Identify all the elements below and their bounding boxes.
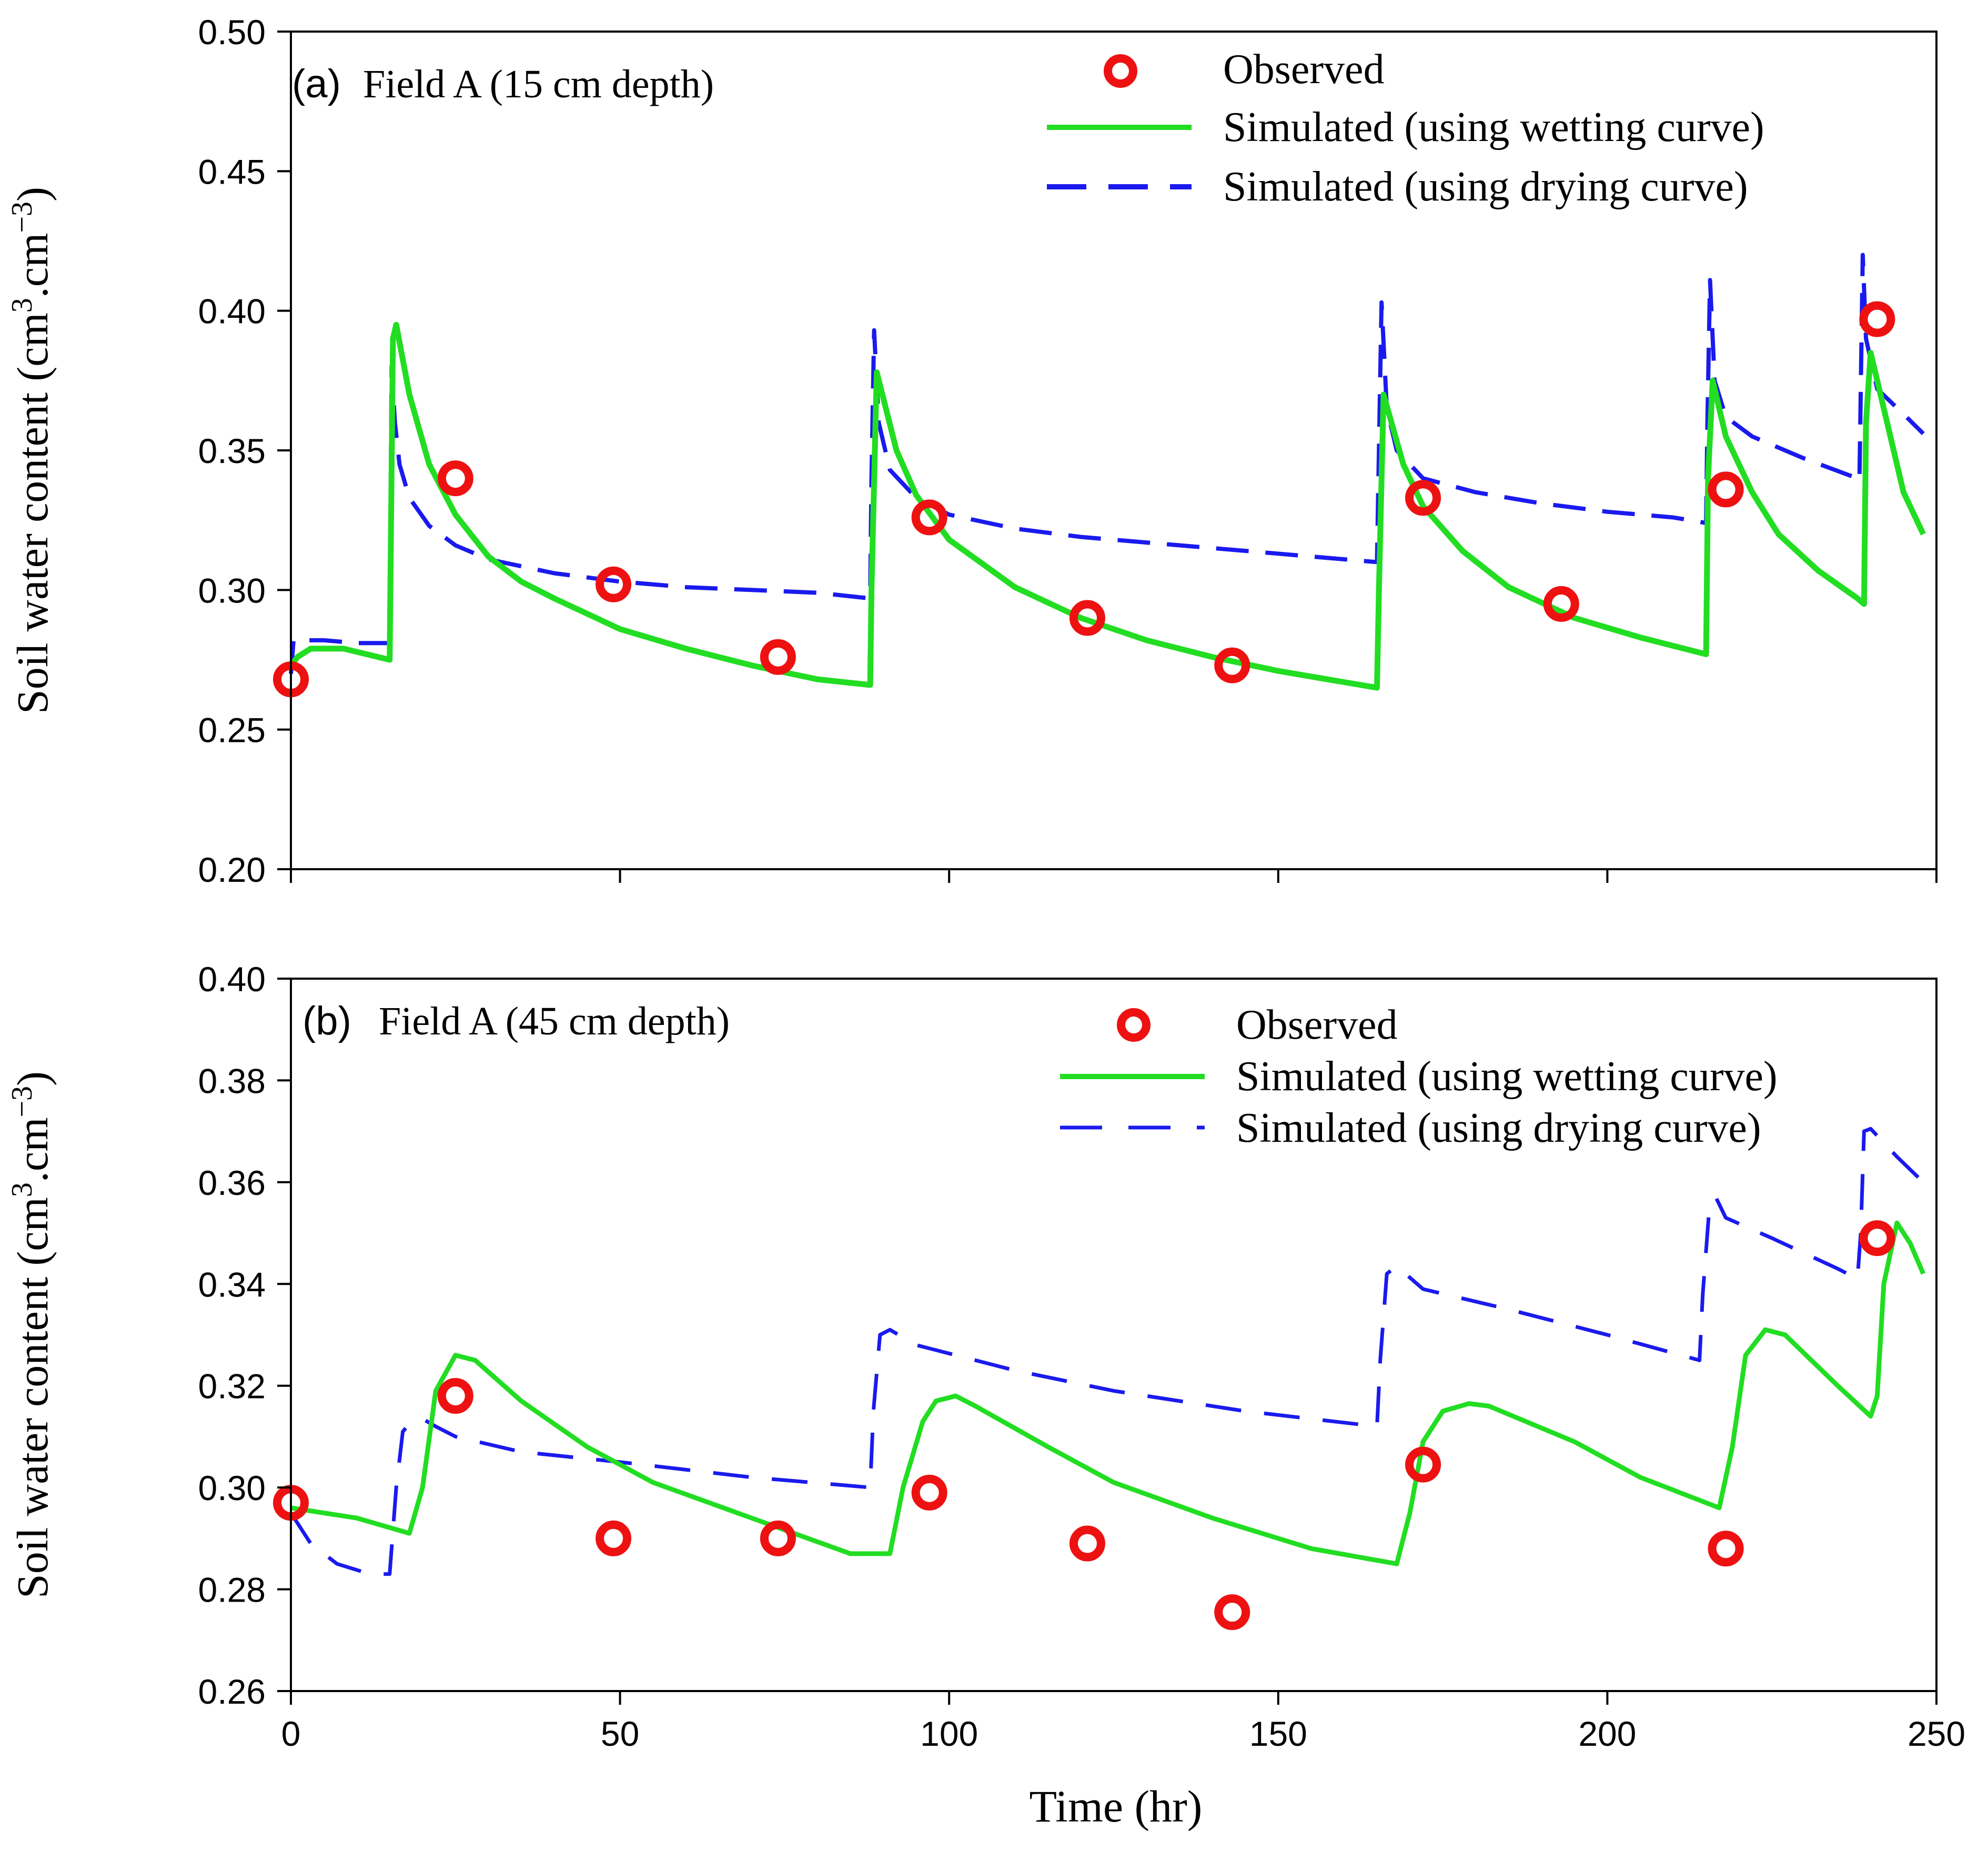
- panel-a-title: Field A (15 cm depth): [363, 62, 714, 106]
- panel-b-ylabel-part-2: .cm: [8, 1118, 57, 1183]
- panel-b: 0 50 100 150 200 250 0.26 0.28 0.30 0.32 0.34 0.36 0…: [6, 960, 1965, 1753]
- panel-1-x-tick-label-3: 150: [1249, 1714, 1307, 1753]
- panel-b-ticks: 0 50 100 150 200 250 0.26 0.28 0.30 0.32 0.34 0.36 0…: [198, 960, 1966, 1753]
- panel-0-y-tick-label-1: 0.25: [198, 711, 266, 750]
- panel-a-legend-drying-label: Simulated (using drying curve): [1223, 164, 1748, 210]
- panel-0-y-tick-label-4: 0.40: [198, 292, 266, 331]
- panel-a-y-axis-label: Soil water content (cm3.cm−3): [6, 187, 57, 714]
- panel-b-title: Field A (45 cm depth): [379, 999, 730, 1043]
- panel-1-observed-point: [1708, 1531, 1744, 1567]
- panel-0-observed-point: [437, 460, 473, 497]
- panel-1-y-tick-label-1: 0.28: [198, 1571, 266, 1609]
- panel-b-y-axis-label-group: Soil water content (cm3.cm−3): [6, 1071, 57, 1598]
- panel-1-y-tick-label-2: 0.30: [198, 1468, 266, 1507]
- panel-1-y-tick-label-5: 0.36: [198, 1163, 266, 1202]
- panel-a-series-layer: [273, 253, 1926, 698]
- panel-b-y-axis-label: Soil water content (cm3.cm−3): [6, 1071, 57, 1598]
- panel-1-y-tick-label-6: 0.38: [198, 1061, 266, 1100]
- panel-1-observed-point: [1069, 1525, 1105, 1562]
- panel-a-ylabel-sup-2: −3: [6, 202, 38, 233]
- panel-0-observed-point: [1708, 471, 1744, 508]
- panel-0-observed-point: [596, 566, 632, 602]
- panel-1-observed-point: [1405, 1446, 1441, 1483]
- panel-b-ylabel-part-1: Soil water content (cm: [8, 1197, 57, 1598]
- panel-a-legend-observed-marker: [1104, 54, 1137, 88]
- panel-1-drying-line: [289, 1126, 1925, 1576]
- panel-b-legend-observed-label: Observed: [1236, 1002, 1398, 1048]
- panel-b-ylabel-sup-1: 3: [6, 1182, 38, 1197]
- x-axis-label: Time (hr): [1030, 1781, 1203, 1832]
- panel-1-x-tick-label-1: 50: [601, 1714, 639, 1753]
- panel-b-legend: Observed Simulated (using wetting curve)…: [1060, 1002, 1778, 1151]
- panel-1-y-tick-label-0: 0.26: [198, 1672, 266, 1711]
- panel-a-ylabel-part-1: Soil water content (cm: [8, 313, 57, 714]
- panel-0-observed-point: [1214, 647, 1250, 683]
- panel-0-observed-point: [1543, 586, 1579, 622]
- panel-1-observed-point: [911, 1474, 947, 1511]
- panel-a-y-axis-label-group: Soil water content (cm3.cm−3): [6, 187, 57, 714]
- panel-0-drying-line: [289, 253, 1925, 674]
- panel-0-observed-point: [1405, 480, 1441, 516]
- panel-b-legend-wetting-label: Simulated (using wetting curve): [1236, 1053, 1778, 1100]
- panel-0-observed-point: [1069, 600, 1105, 636]
- panel-0-y-tick-label-2: 0.30: [198, 571, 266, 610]
- panel-1-observed-point: [1859, 1220, 1895, 1256]
- panel-b-legend-observed-marker: [1117, 1008, 1151, 1042]
- panel-1-y-tick-label-7: 0.40: [198, 960, 266, 999]
- panel-a-ylabel-part-3: ): [8, 187, 57, 202]
- panel-1-x-tick-label-5: 250: [1908, 1714, 1965, 1753]
- panel-a-legend-wetting-label: Simulated (using wetting curve): [1223, 104, 1764, 150]
- panel-1-observed-point: [596, 1520, 632, 1556]
- panel-0-observed-point: [911, 499, 947, 536]
- panel-a-ylabel-sup-1: 3: [6, 298, 38, 313]
- panel-a: 0.20 0.25 0.30 0.35 0.40 0.45 0.50 Soil water …: [6, 13, 1937, 889]
- panel-1-x-tick-label-4: 200: [1578, 1714, 1636, 1753]
- panel-0-y-tick-label-6: 0.50: [198, 13, 266, 52]
- panel-b-legend-drying-label: Simulated (using drying curve): [1236, 1105, 1761, 1151]
- panel-0-y-tick-label-0: 0.20: [198, 850, 266, 889]
- panel-b-tag: (b): [302, 999, 351, 1043]
- panel-b-ylabel-sup-2: −3: [6, 1086, 38, 1118]
- panel-0-y-tick-label-3: 0.35: [198, 431, 266, 470]
- panel-a-legend-observed-label: Observed: [1223, 46, 1385, 93]
- panel-1-observed-point: [1214, 1594, 1250, 1631]
- panel-0-observed-point: [760, 639, 796, 675]
- panel-a-legend: Observed Simulated (using wetting curve)…: [1047, 46, 1764, 210]
- panel-b-plot-frame: [290, 978, 1937, 1692]
- panel-b-ylabel-part-3: ): [8, 1071, 57, 1086]
- panel-0-observed-point: [1859, 301, 1895, 337]
- panel-1-x-tick-label-0: 0: [281, 1714, 301, 1753]
- panel-1-x-tick-label-2: 100: [920, 1714, 978, 1753]
- panel-a-ylabel-part-2: .cm: [8, 233, 57, 298]
- panel-1-wetting-line: [290, 1220, 1926, 1566]
- panel-1-observed-point: [760, 1520, 796, 1556]
- panel-1-y-tick-label-3: 0.32: [198, 1367, 266, 1406]
- panel-a-ticks: 0.20 0.25 0.30 0.35 0.40 0.45 0.50: [198, 13, 1937, 889]
- panel-1-y-tick-label-4: 0.34: [198, 1265, 266, 1304]
- panel-b-series-layer: [273, 1126, 1926, 1631]
- panel-0-y-tick-label-5: 0.45: [198, 152, 266, 191]
- panel-a-tag: (a): [292, 62, 341, 106]
- panel-1-observed-point: [437, 1378, 473, 1414]
